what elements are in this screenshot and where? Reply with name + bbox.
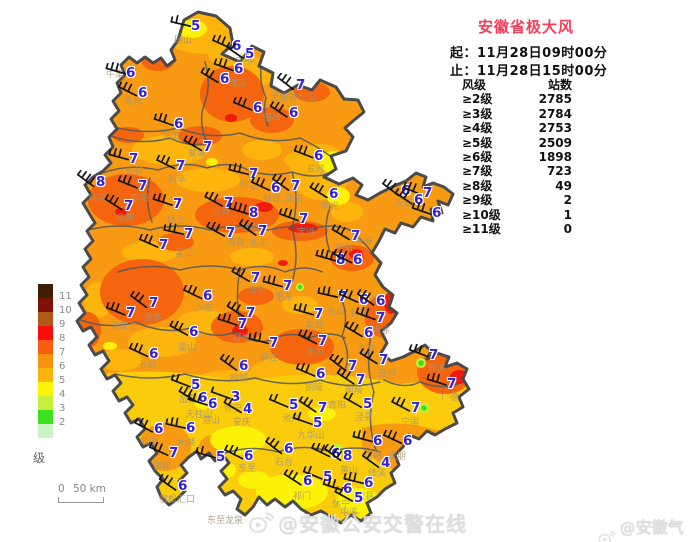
table-row: ≥6级 1898: [462, 150, 572, 164]
row-level: ≥5级: [462, 135, 493, 150]
legend-color-cell: [38, 396, 53, 410]
row-level: ≥3级: [462, 106, 493, 121]
scale-bar: 0 50 km: [58, 483, 108, 503]
row-count: 723: [546, 164, 572, 179]
start-time: 起：11月28日09时00分: [450, 46, 608, 61]
table-row: ≥5级 2509: [462, 136, 572, 150]
header-count: 站数: [547, 78, 572, 92]
table-row: ≥9级 2: [462, 193, 572, 207]
row-count: 49: [555, 178, 572, 193]
legend-color-bar: [38, 284, 53, 438]
legend-color-cell: [38, 326, 53, 340]
weibo-icon: [598, 531, 616, 542]
table-row: ≥2级 2785: [462, 92, 572, 106]
table-row: ≥3级 2784: [462, 107, 572, 121]
map-fill-layers: [77, 12, 469, 523]
legend-label: 6: [59, 361, 66, 372]
legend-label: 2: [59, 417, 66, 428]
row-level: ≥6级: [462, 149, 493, 164]
scale-zero: 0: [58, 483, 65, 495]
row-level: ≥9级: [462, 193, 493, 208]
row-count: 1898: [538, 149, 572, 164]
row-count: 2: [563, 193, 572, 208]
legend-label: 9: [59, 319, 66, 330]
legend-color-cell: [38, 340, 53, 354]
header-level: 风级: [462, 78, 487, 92]
row-level: ≥2级: [462, 92, 493, 107]
scale-numbers: 0 50 km: [58, 483, 106, 495]
legend-color-cell: [38, 354, 53, 368]
table-row: ≥7级 723: [462, 164, 572, 178]
legend-label: 11: [59, 291, 72, 302]
row-count: 2785: [538, 92, 572, 107]
row-level: ≥10级: [462, 207, 501, 222]
legend-label: 4: [59, 389, 66, 400]
legend-color-cell: [38, 368, 53, 382]
county-boundaries: [79, 57, 459, 455]
watermark-left: @安徽公安交警在线: [248, 508, 467, 537]
row-count: 2509: [538, 135, 572, 150]
watermark-right: @安徽气象: [598, 514, 690, 542]
row-count: 2784: [538, 106, 572, 121]
weibo-icon: [248, 512, 274, 533]
row-level: ≥8级: [462, 178, 493, 193]
legend-label: 5: [59, 375, 66, 386]
row-level: ≥11级: [462, 221, 501, 236]
legend-label: 8: [59, 333, 66, 344]
legend-label: 7: [59, 347, 66, 358]
table-row: ≥11级 0: [462, 222, 572, 236]
stop-time: 止：11月28日15时00分: [450, 64, 608, 79]
legend-label: 10: [59, 305, 72, 316]
watermark-left-text: @安徽公安交警在线: [278, 512, 467, 536]
legend-color-cell: [38, 312, 53, 326]
row-level: ≥4级: [462, 121, 493, 136]
wind-level-table: 风级 站数 ≥2级 2785 ≥3级 2784 ≥4级 2753 ≥5级 2509 ≥6级 189…: [462, 78, 572, 236]
row-level: ≥7级: [462, 164, 493, 179]
table-header: 风级 站数: [462, 78, 572, 92]
scale-distance: 50 km: [72, 483, 106, 495]
table-row: ≥10级 1: [462, 208, 572, 222]
province-outline: [75, 10, 471, 525]
map-title: 安徽省极大风: [478, 18, 575, 36]
scale-line: [58, 497, 104, 503]
row-count: 0: [563, 221, 572, 236]
table-row: ≥4级 2753: [462, 121, 572, 135]
table-row: ≥8级 49: [462, 179, 572, 193]
legend-color-cell: [38, 382, 53, 396]
legend-color-cell: [38, 424, 53, 438]
legend-label: 3: [59, 403, 66, 414]
legend-unit: 级: [33, 451, 46, 465]
legend-color-cell: [38, 284, 53, 298]
row-count: 1: [563, 207, 572, 222]
legend-color-cell: [38, 298, 53, 312]
watermark-right-text: @安徽气象: [619, 518, 684, 537]
row-count: 2753: [538, 121, 572, 136]
table-rows: ≥2级 2785 ≥3级 2784 ≥4级 2753 ≥5级 2509 ≥6级 1898 ≥7级 72…: [462, 92, 572, 236]
legend-color-cell: [38, 410, 53, 424]
